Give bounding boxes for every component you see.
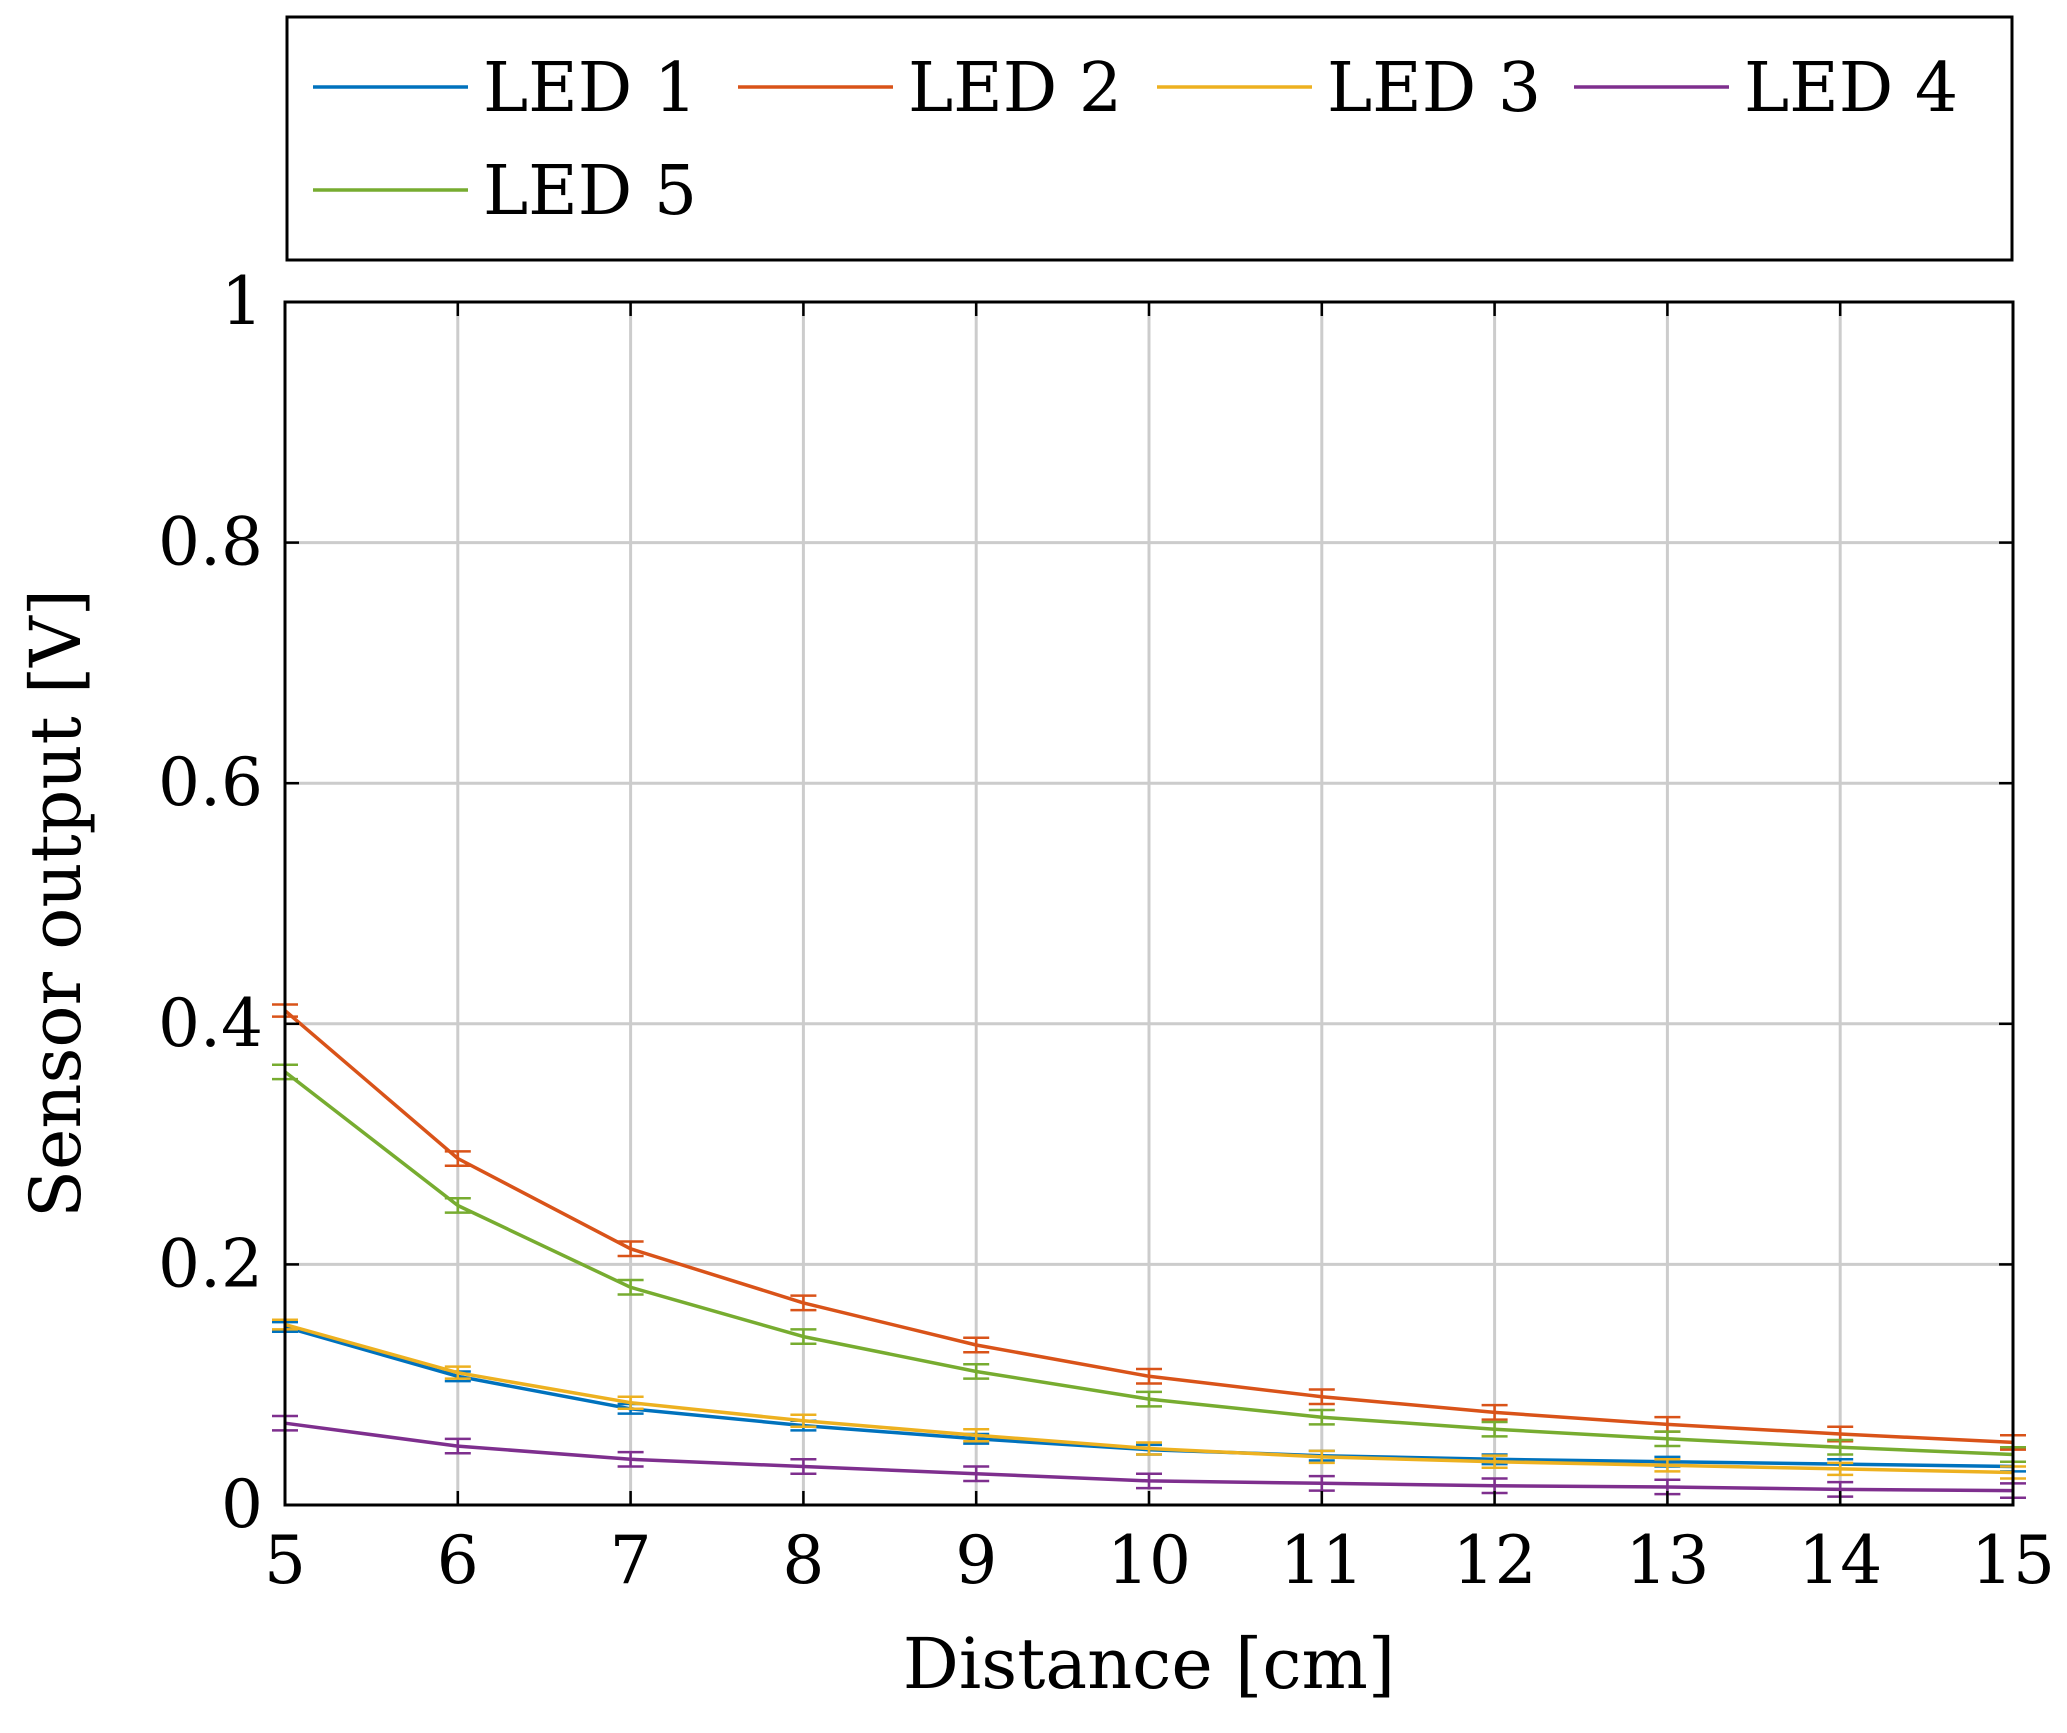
legend-label: LED 4	[1744, 49, 1958, 128]
legend-label: LED 3	[1327, 49, 1541, 128]
error-bar	[963, 1362, 990, 1380]
y-tick-label: 0.2	[158, 1225, 263, 1302]
legend-label: LED 5	[483, 152, 697, 231]
error-bar	[1827, 1438, 1854, 1456]
error-bar	[1136, 1472, 1162, 1490]
error-bar	[1308, 1474, 1335, 1492]
y-tick-label: 0.6	[158, 744, 263, 821]
error-bar	[1308, 1388, 1335, 1406]
grid	[285, 302, 2013, 1505]
x-tick-label: 8	[782, 1522, 824, 1599]
error-bar	[790, 1458, 817, 1475]
legend-item: LED 1	[313, 49, 697, 128]
x-tick-label: 15	[1971, 1522, 2055, 1599]
y-axis-title: Sensor output [V]	[15, 589, 97, 1218]
error-bar	[1136, 1390, 1162, 1408]
error-bar	[790, 1294, 817, 1312]
error-bar	[1308, 1408, 1335, 1426]
error-bar	[1481, 1454, 1508, 1469]
legend-label: LED 1	[483, 49, 697, 128]
y-tick-label: 0	[221, 1466, 263, 1543]
y-tick-label: 0.4	[158, 985, 263, 1062]
x-tick-label: 7	[610, 1522, 652, 1599]
x-tick-label: 5	[264, 1522, 306, 1599]
error-bar	[1827, 1461, 1854, 1477]
x-tick-label: 11	[1280, 1522, 1364, 1599]
x-tick-label: 12	[1453, 1522, 1537, 1599]
x-axis-title: Distance [cm]	[903, 1623, 1395, 1705]
error-bar	[963, 1336, 990, 1354]
legend: LED 1 LED 2 LED 3 LED 4 LED 5	[285, 15, 2014, 262]
error-bar	[617, 1240, 644, 1258]
x-tick-label: 9	[955, 1522, 997, 1599]
error-bar	[1136, 1441, 1162, 1456]
error-bar	[1481, 1403, 1508, 1421]
error-bar	[444, 1365, 471, 1380]
legend-item: LED 3	[1157, 49, 1541, 128]
error-bar	[963, 1465, 990, 1483]
error-bar	[790, 1413, 817, 1429]
series-5	[272, 1063, 2026, 1463]
legend-item: LED 5	[313, 152, 697, 231]
error-bar	[617, 1395, 644, 1411]
error-bar	[444, 1437, 471, 1455]
error-bar	[444, 1196, 471, 1214]
legend-item: LED 4	[1574, 49, 1958, 128]
x-tick-label: 14	[1798, 1522, 1882, 1599]
x-tick-label: 13	[1625, 1522, 1709, 1599]
error-bar	[444, 1150, 471, 1168]
error-bar	[1654, 1430, 1681, 1448]
error-bar	[1654, 1458, 1681, 1473]
x-tick-label: 10	[1107, 1522, 1191, 1599]
error-bar	[963, 1427, 990, 1443]
error-bar	[1136, 1367, 1162, 1385]
legend-item: LED 2	[738, 49, 1122, 128]
x-tick-label: 6	[437, 1522, 479, 1599]
error-bar	[1481, 1420, 1508, 1438]
error-bar	[1308, 1449, 1335, 1465]
legend-box	[285, 15, 2014, 262]
error-bar	[790, 1328, 817, 1346]
ticks: 5 6 7 8 9 10 11 12 13 14 15 0 0.2 0.4 0.6 0.8 1	[158, 263, 2055, 1599]
error-bar	[617, 1450, 644, 1468]
series-layer	[272, 1003, 2026, 1500]
y-tick-label: 1	[221, 263, 263, 340]
y-tick-label: 0.8	[158, 504, 263, 581]
error-bar	[617, 1278, 644, 1296]
legend-label: LED 2	[908, 49, 1122, 128]
